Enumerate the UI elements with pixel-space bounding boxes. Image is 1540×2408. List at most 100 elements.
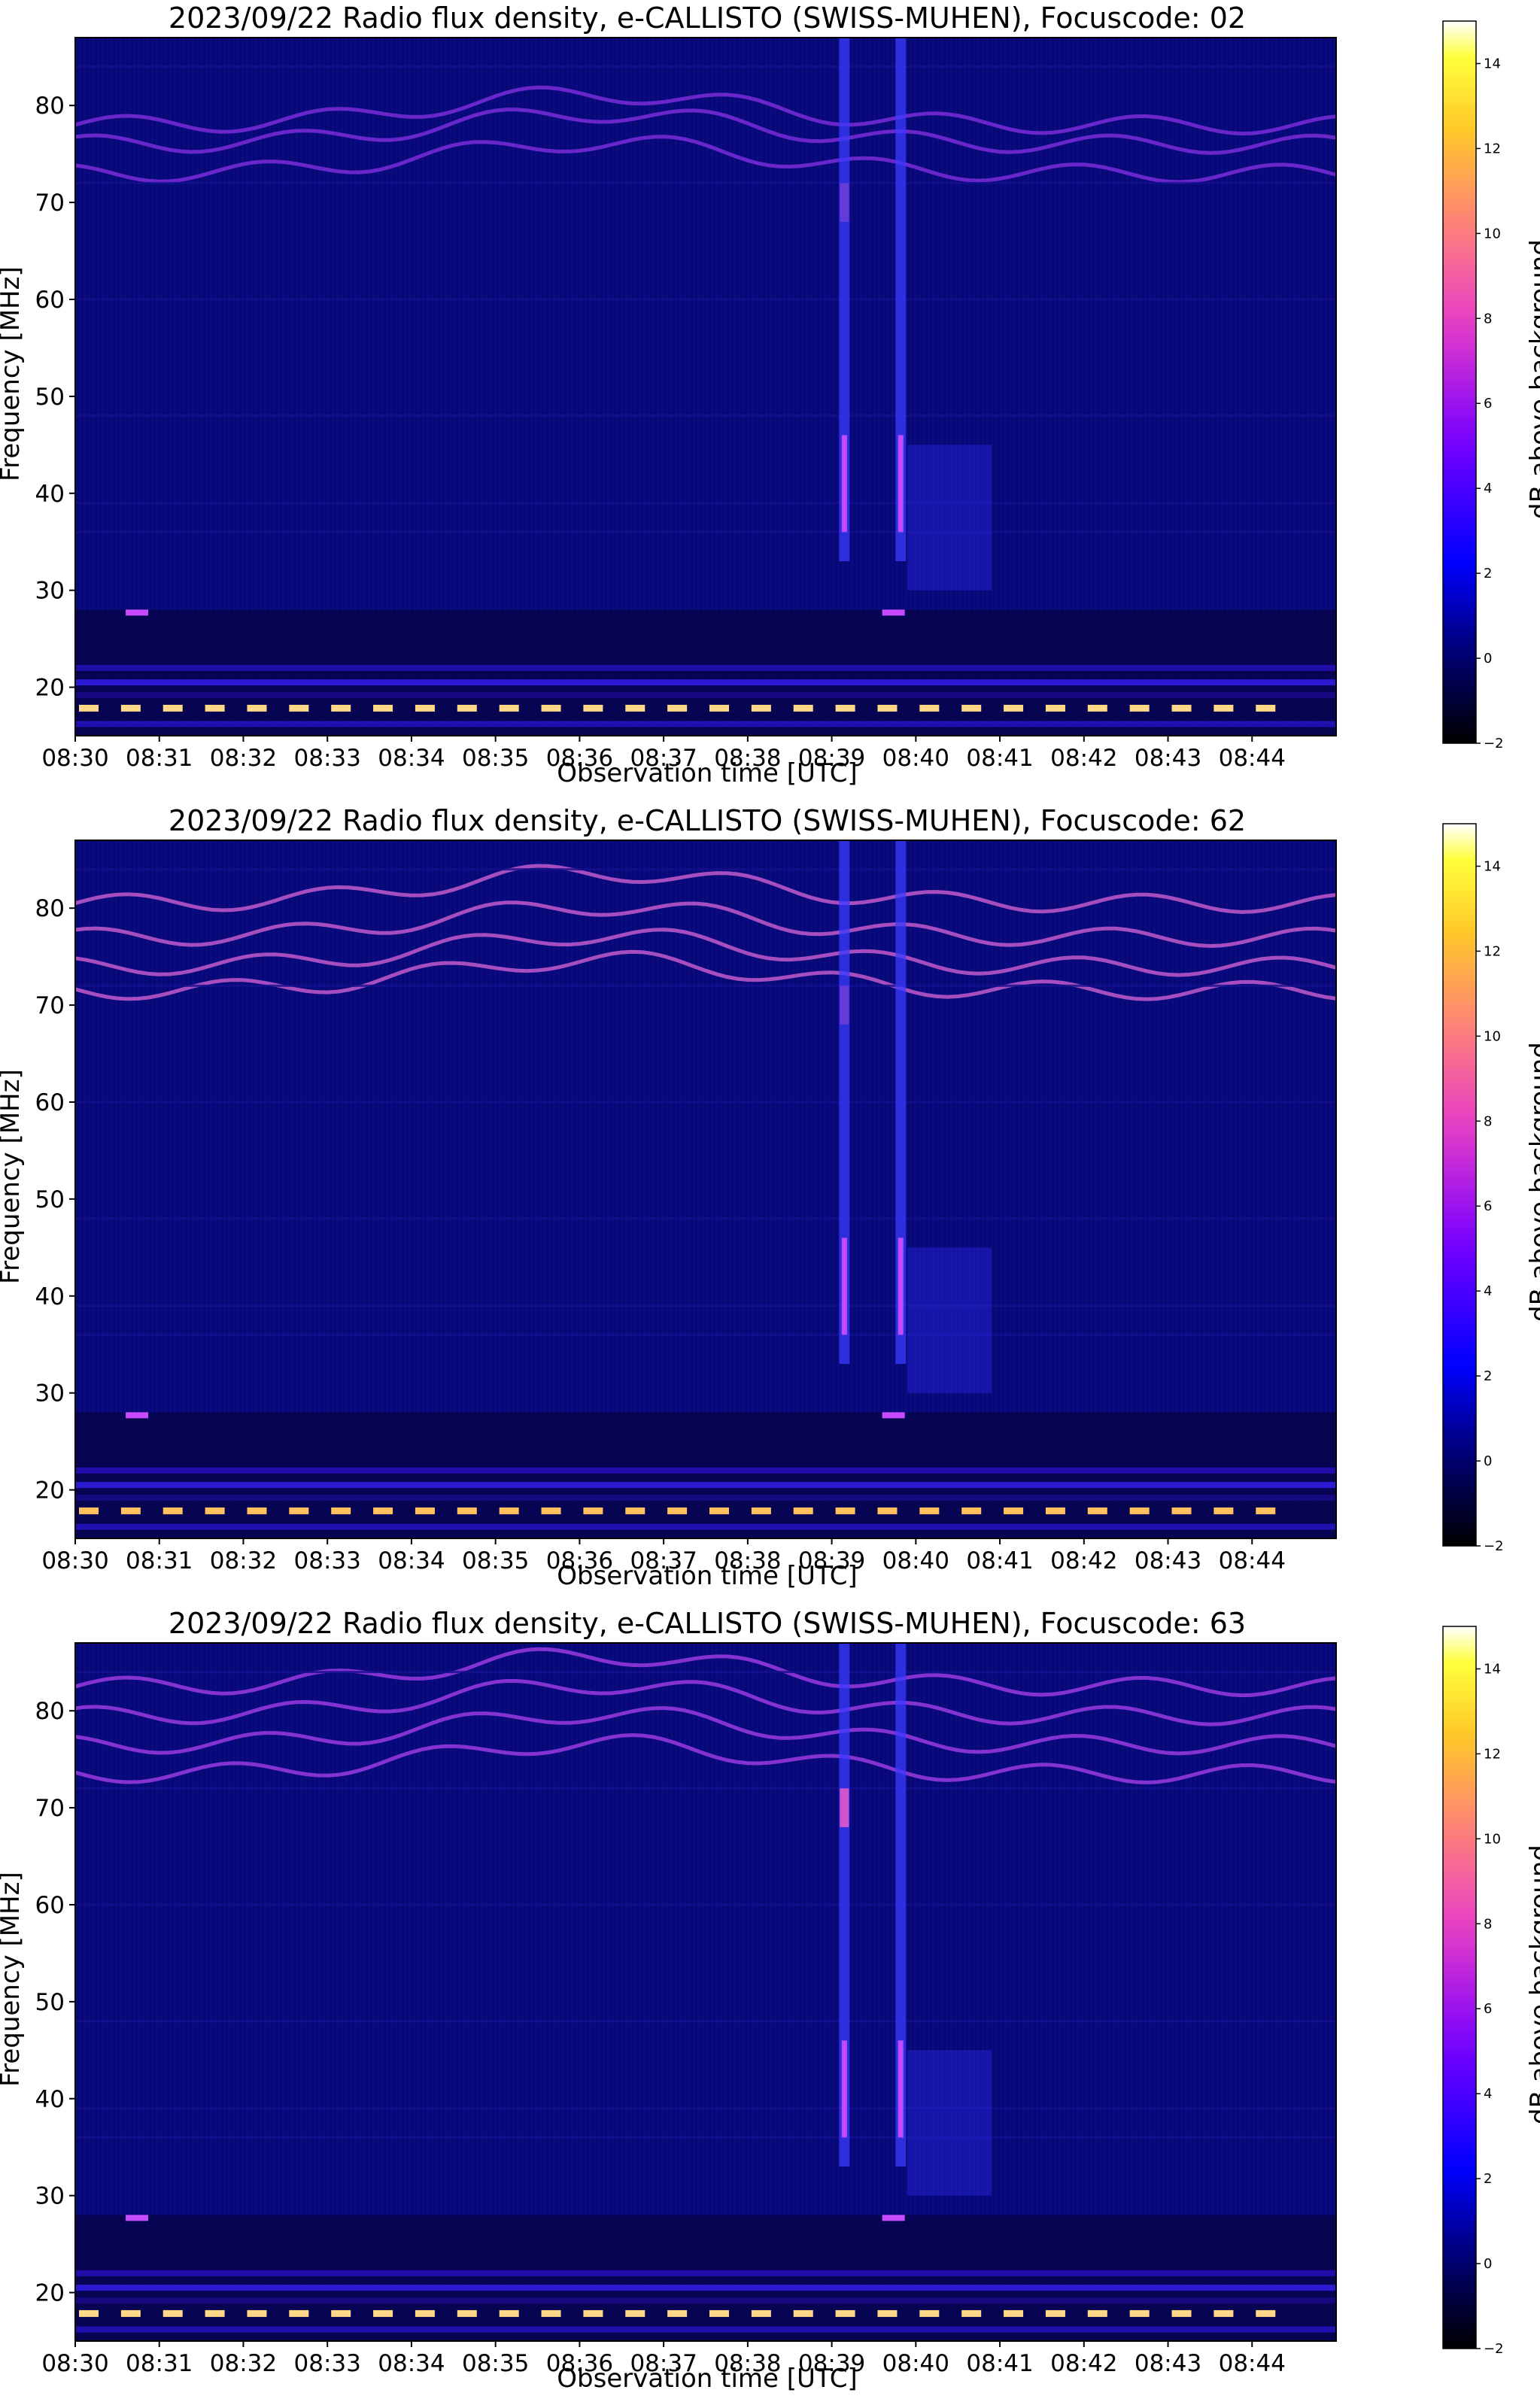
y-tick-label: 40: [35, 481, 65, 508]
colorbar-tick-label: −2: [1484, 1538, 1504, 1554]
radio-burst-diffuse: [907, 1247, 992, 1393]
interference-dash: [289, 2309, 309, 2317]
interference-dash: [961, 2309, 982, 2317]
interference-dash: [457, 704, 477, 712]
x-tick-label: 08:33: [294, 1547, 361, 1574]
radio-burst-core: [898, 1237, 904, 1335]
interference-dash: [1045, 1507, 1065, 1514]
radio-burst-core: [898, 435, 904, 533]
interference-dash: [331, 2309, 351, 2317]
interference-dash: [793, 2309, 813, 2317]
colorbar-tick-label: 2: [1484, 1368, 1492, 1384]
x-tick-label: 08:31: [126, 745, 193, 772]
interference-dash: [877, 704, 898, 712]
interference-dash: [499, 2309, 519, 2317]
y-tick-label: 30: [35, 2183, 65, 2210]
interference-dash: [1213, 1507, 1234, 1514]
interference-dash: [1171, 2309, 1192, 2317]
y-axis-label: Frequency [MHz]: [0, 266, 26, 481]
interference-dash: [205, 2309, 225, 2317]
x-tick-label: 08:39: [798, 2350, 865, 2377]
interference-dash: [1129, 2309, 1150, 2317]
interference-dash: [709, 1507, 729, 1514]
y-tick-label: 20: [35, 1477, 65, 1505]
x-tick-label: 08:35: [462, 2350, 529, 2377]
y-tick-label: 60: [35, 287, 65, 314]
colorbar-tick-label: 8: [1484, 311, 1492, 326]
interference-mark: [882, 1412, 905, 1419]
x-tick-label: 08:30: [41, 2350, 108, 2377]
y-axis-label: Frequency [MHz]: [0, 1069, 26, 1284]
x-tick-label: 08:42: [1050, 1547, 1117, 1574]
plot-frame: [74, 840, 1337, 1539]
interference-wave-band: [75, 900, 1336, 949]
x-tick-label: 08:40: [882, 1547, 949, 1574]
colorbar-tick-label: 12: [1484, 141, 1501, 156]
radio-burst: [895, 840, 907, 1364]
y-tick-label: 80: [35, 1698, 65, 1725]
interference-dash: [877, 1507, 898, 1514]
spectrogram-svg: 08:30 08:31 08:32 08:33 08:34 08:35 08:36 08:37…: [35, 823, 1504, 1574]
x-tick-label: 08:32: [210, 1547, 277, 1574]
x-tick-label: 08:40: [882, 745, 949, 772]
colorbar-tick-label: −2: [1484, 736, 1504, 752]
radio-burst: [839, 38, 850, 561]
x-tick-label: 08:35: [462, 1547, 529, 1574]
radio-burst-core: [898, 2040, 904, 2138]
interference-dash: [625, 1507, 645, 1514]
interference-dash: [835, 2309, 855, 2317]
colorbar-tick-label: 0: [1484, 2256, 1492, 2272]
radio-burst-core: [841, 2040, 847, 2138]
x-tick-label: 08:37: [630, 1547, 697, 1574]
interference-dash: [247, 2309, 267, 2317]
interference-wave-band: [75, 949, 1336, 1001]
x-axis-label: Observation time [UTC]: [557, 1561, 858, 1591]
x-tick-label: 08:32: [210, 2350, 277, 2377]
interference-dash: [1129, 704, 1150, 712]
interference-dash: [1256, 704, 1276, 712]
interference-dash: [709, 704, 729, 712]
interference-dash: [961, 704, 982, 712]
interference-dash: [1004, 704, 1024, 712]
x-tick-label: 08:38: [714, 745, 781, 772]
interference-wave-band: [75, 928, 1336, 977]
chart-title: 2023/09/22 Radio flux density, e-CALLIST…: [168, 804, 1247, 837]
interference-dash: [919, 1507, 940, 1514]
colorbar-tick-label: 12: [1484, 1746, 1501, 1762]
radio-burst-highlight: [840, 985, 849, 1025]
radio-burst-core: [841, 435, 847, 533]
interference-dash: [1256, 1507, 1276, 1514]
radio-burst: [839, 1643, 850, 2167]
x-tick-label: 08:43: [1134, 1547, 1201, 1574]
interference-dash: [120, 704, 141, 712]
colorbar-tick-label: −2: [1484, 2341, 1504, 2357]
colorbar-label: dB above background: [1525, 1845, 1540, 2124]
interference-dash: [373, 1507, 393, 1514]
interference-line: [75, 2270, 1336, 2276]
interference-mark: [882, 2215, 905, 2221]
y-tick-label: 20: [35, 2280, 65, 2307]
x-tick-label: 08:39: [798, 1547, 865, 1574]
radio-burst: [895, 38, 907, 561]
interference-dash: [79, 1507, 99, 1514]
x-tick-label: 08:44: [1219, 745, 1286, 772]
interference-dash: [625, 704, 645, 712]
plot-frame: [74, 37, 1337, 736]
interference-line: [75, 679, 1336, 686]
interference-line: [75, 1467, 1336, 1474]
x-tick-label: 08:41: [966, 1547, 1033, 1574]
interference-dash: [79, 2309, 99, 2317]
interference-line: [75, 1494, 1336, 1501]
colorbar-tick-label: 8: [1484, 1916, 1492, 1932]
interference-dash: [1045, 2309, 1065, 2317]
x-tick-label: 08:36: [546, 1547, 613, 1574]
y-tick-label: 80: [35, 93, 65, 120]
y-tick-label: 30: [35, 1380, 65, 1407]
x-axis-label: Observation time [UTC]: [557, 2364, 858, 2394]
spectrogram-panel-focuscode-63: 2023/09/22 Radio flux density, e-CALLIST…: [0, 1605, 1540, 2408]
interference-line: [75, 2326, 1336, 2333]
interference-dash: [205, 1507, 225, 1514]
y-tick-label: 80: [35, 895, 65, 922]
x-tick-label: 08:39: [798, 745, 865, 772]
interference-dash: [331, 704, 351, 712]
